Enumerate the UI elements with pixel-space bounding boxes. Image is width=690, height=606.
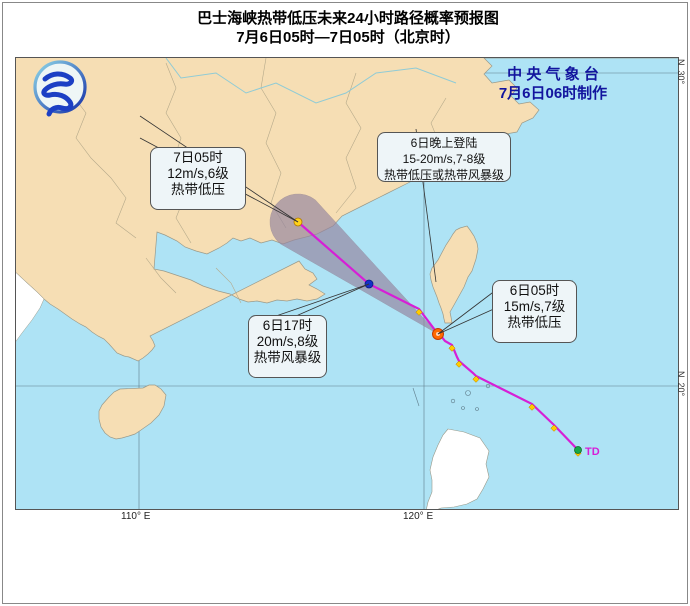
svg-text:TD: TD <box>585 446 600 458</box>
